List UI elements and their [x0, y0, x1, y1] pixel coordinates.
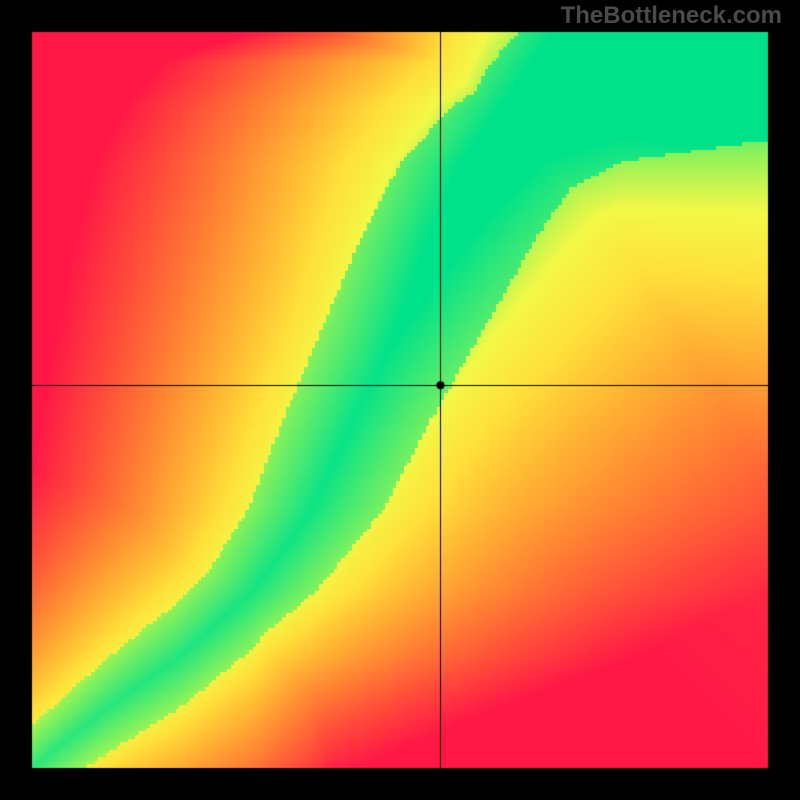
watermark-text: TheBottleneck.com: [561, 2, 782, 30]
bottleneck-heatmap: [0, 0, 800, 800]
